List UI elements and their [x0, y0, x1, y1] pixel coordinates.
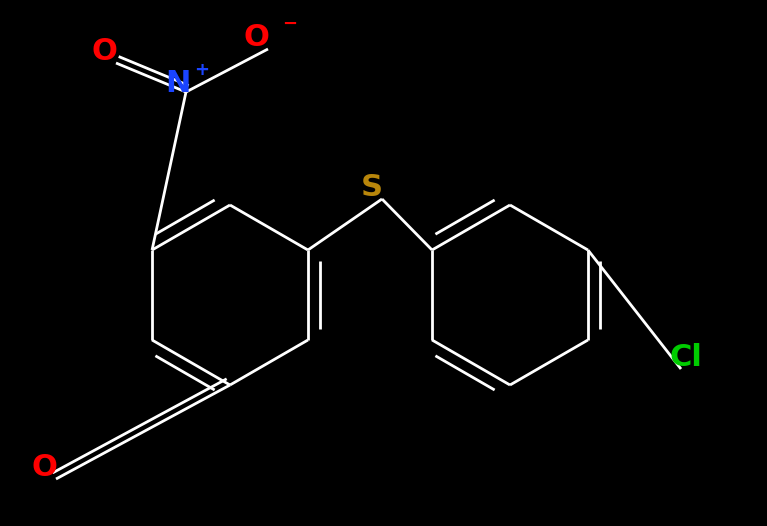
Text: S: S: [361, 174, 383, 203]
Text: O: O: [91, 37, 117, 66]
Text: −: −: [282, 15, 298, 33]
Text: +: +: [195, 61, 209, 79]
Text: N: N: [166, 69, 191, 98]
Text: Cl: Cl: [670, 343, 703, 372]
Text: O: O: [31, 453, 57, 482]
Text: O: O: [243, 24, 269, 53]
